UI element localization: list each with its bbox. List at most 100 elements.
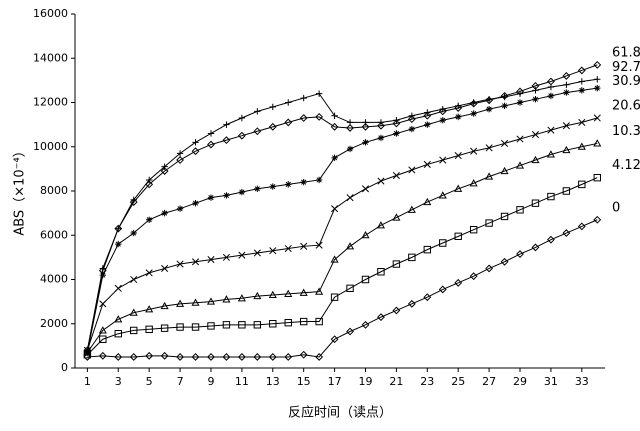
series-label: 61.8 xyxy=(612,45,640,60)
marker xyxy=(222,136,231,145)
marker xyxy=(284,318,292,327)
marker xyxy=(269,247,277,255)
marker xyxy=(300,242,308,250)
marker xyxy=(485,264,494,273)
x-tick-label: 11 xyxy=(235,375,249,388)
marker xyxy=(207,140,215,149)
y-tick-label: 14000 xyxy=(33,51,68,64)
marker xyxy=(83,353,92,361)
marker xyxy=(547,126,555,134)
marker xyxy=(237,294,246,302)
x-tick-label: 3 xyxy=(115,375,122,388)
series-line xyxy=(86,87,598,353)
marker xyxy=(176,323,184,331)
series-label: 30.9 xyxy=(612,74,640,89)
marker xyxy=(99,335,107,343)
marker xyxy=(191,298,200,306)
marker xyxy=(500,257,509,266)
marker xyxy=(345,242,355,250)
marker xyxy=(160,351,169,360)
marker xyxy=(253,291,262,300)
marker xyxy=(562,187,571,195)
marker xyxy=(501,93,508,101)
marker xyxy=(346,119,354,126)
y-tick-label: 16000 xyxy=(33,7,68,20)
marker xyxy=(469,179,478,187)
marker xyxy=(516,135,524,143)
marker xyxy=(315,353,324,361)
marker xyxy=(330,293,339,301)
marker xyxy=(470,147,478,155)
marker xyxy=(562,122,570,130)
marker xyxy=(191,258,200,266)
marker xyxy=(346,194,354,202)
marker xyxy=(284,353,293,361)
marker xyxy=(439,239,447,247)
marker xyxy=(161,209,168,217)
marker xyxy=(516,90,524,97)
marker xyxy=(130,229,137,237)
marker xyxy=(237,353,246,361)
marker xyxy=(98,326,107,334)
marker xyxy=(191,147,200,156)
marker xyxy=(129,353,138,361)
marker xyxy=(377,121,385,130)
marker xyxy=(361,185,370,193)
marker xyxy=(176,205,184,212)
marker xyxy=(531,199,540,207)
marker xyxy=(454,104,463,112)
marker xyxy=(362,139,369,146)
marker xyxy=(408,112,416,119)
marker xyxy=(424,121,431,128)
x-axis-label: 反应时间（读点） xyxy=(288,405,392,421)
marker xyxy=(315,241,323,249)
marker xyxy=(577,222,586,231)
marker xyxy=(455,102,462,110)
marker xyxy=(376,221,385,229)
marker xyxy=(393,130,400,137)
marker xyxy=(222,321,231,329)
marker xyxy=(238,321,246,329)
marker xyxy=(562,72,571,80)
marker xyxy=(160,167,169,175)
marker xyxy=(470,110,477,117)
marker xyxy=(237,131,246,140)
marker xyxy=(377,313,385,322)
series-label: 20.6 xyxy=(612,98,640,113)
marker xyxy=(547,235,555,244)
marker xyxy=(222,353,231,361)
marker xyxy=(268,290,277,299)
marker xyxy=(253,127,262,136)
marker xyxy=(501,139,509,147)
marker xyxy=(99,271,107,279)
y-tick-label: 0 xyxy=(61,361,68,374)
marker xyxy=(392,213,401,221)
marker xyxy=(254,185,261,192)
marker xyxy=(299,114,308,122)
marker xyxy=(207,353,215,361)
x-tick-label: 33 xyxy=(575,375,589,388)
series-label: 92.7 xyxy=(612,60,640,75)
marker xyxy=(253,353,262,361)
marker xyxy=(315,176,323,184)
marker xyxy=(331,205,339,213)
marker xyxy=(594,76,601,83)
marker xyxy=(114,330,122,338)
marker xyxy=(268,353,277,361)
marker xyxy=(485,172,494,180)
marker xyxy=(562,145,571,154)
series-line xyxy=(86,117,598,351)
marker xyxy=(222,295,231,303)
marker xyxy=(115,240,122,248)
marker xyxy=(392,306,401,315)
marker xyxy=(593,139,602,147)
marker xyxy=(438,191,447,199)
marker xyxy=(547,92,555,100)
x-tick-label: 23 xyxy=(420,375,434,388)
marker xyxy=(454,184,463,192)
series-label: 0 xyxy=(612,200,620,215)
marker xyxy=(330,122,339,131)
marker xyxy=(454,232,462,241)
marker xyxy=(284,118,293,127)
marker xyxy=(593,114,601,122)
